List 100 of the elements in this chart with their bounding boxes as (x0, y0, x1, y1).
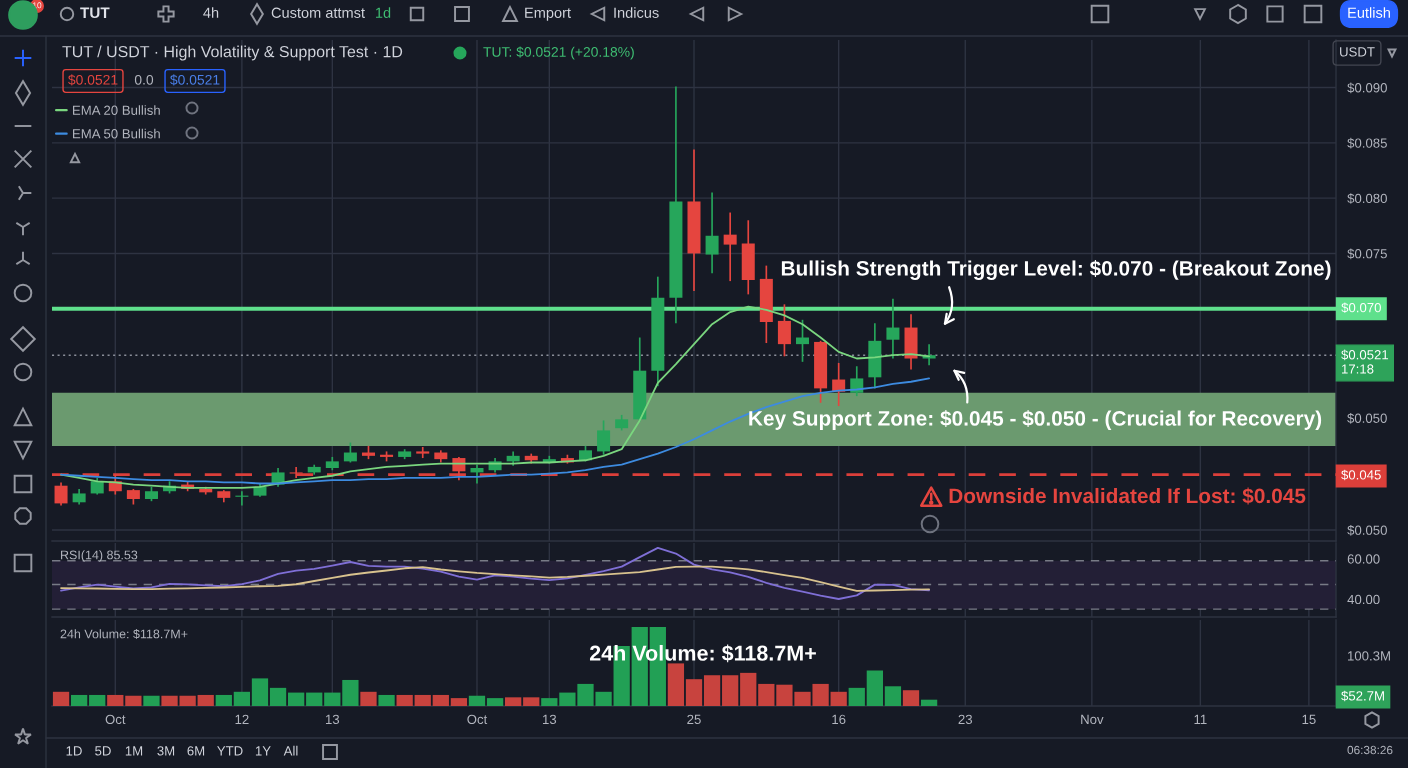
ref-line-label: $0.070 (1341, 302, 1381, 314)
y-tick-label: 60.00 (1347, 554, 1380, 564)
chart-title: 24h Volume: $118.7M+ (60, 628, 188, 640)
annotation: $0.0521 (68, 74, 118, 86)
x-tick-label: 15 (1302, 714, 1316, 725)
bar (505, 697, 522, 706)
x-tick-label: 16 (832, 714, 846, 725)
candlestick (796, 318, 810, 363)
candlestick (343, 441, 357, 464)
bar (541, 698, 558, 706)
bar (450, 698, 468, 706)
annotation: 0.0 (134, 74, 154, 85)
candlestick (54, 481, 68, 507)
x-tick-label: Nov (1081, 714, 1104, 725)
x-tick-label: 13 (325, 714, 340, 725)
text: 06:38:26 (1347, 745, 1393, 755)
text: $52.7M (1341, 690, 1384, 702)
chart-title: TUT / USDT · High Volatility & Support Test · 1D (62, 45, 403, 61)
line-series (60, 377, 931, 485)
bar (523, 697, 540, 706)
text: Emport (525, 7, 571, 21)
text: 1D (66, 746, 82, 756)
text: YTD (217, 746, 243, 756)
bar (902, 690, 920, 706)
y-tick-label: 40.00 (1347, 594, 1380, 605)
bar (703, 675, 721, 706)
text: All (283, 745, 298, 756)
x-tick-label: Oct (467, 714, 488, 725)
bar (396, 694, 413, 706)
bar (89, 694, 106, 706)
bar (197, 694, 214, 706)
x-tick-label: Oct (105, 714, 126, 725)
bar (884, 686, 902, 706)
bar (866, 670, 883, 706)
y-tick-label: $0.090 (1347, 82, 1387, 94)
text: USDT (1340, 47, 1375, 57)
bar (378, 694, 395, 706)
bar (269, 687, 287, 706)
bar (70, 694, 88, 706)
bar (432, 694, 449, 706)
candlestick (235, 490, 249, 507)
candlestick (777, 303, 791, 358)
bar (324, 692, 341, 706)
bar (288, 692, 305, 706)
x-tick-label: 23 (958, 714, 973, 725)
bar (360, 691, 377, 706)
annotation: $0.0521 (170, 74, 220, 86)
bar (830, 691, 847, 706)
bar (920, 699, 938, 706)
text: 5D (95, 746, 111, 756)
bar (486, 698, 504, 706)
bar (740, 672, 757, 706)
candlestick (886, 297, 900, 360)
candlestick (850, 365, 864, 397)
y-tick-label: $0.075 (1347, 248, 1387, 260)
text: 100.3M (1348, 651, 1390, 661)
bar (306, 692, 323, 706)
line-series (60, 565, 931, 592)
bar (52, 691, 70, 706)
bar (125, 695, 142, 706)
annotation: Bullish Strength Trigger Level: $0.070 - (Breakout Zone) (781, 260, 1331, 280)
text: 6M (187, 746, 205, 756)
legend-label: EMA 20 Bullish (73, 105, 160, 115)
bar (107, 694, 124, 706)
text: Eutlish (1348, 7, 1390, 18)
chart-subtitle: TUT: $0.0521 (+20.18%) (483, 46, 634, 60)
text: Custom attmst (271, 7, 365, 18)
bar (143, 695, 160, 706)
x-tick-label: 25 (687, 714, 701, 725)
bar (685, 679, 703, 706)
candlestick (705, 191, 719, 275)
text: Indicus (614, 7, 659, 18)
text: RSI(14) 85.53 (61, 550, 138, 562)
bar (758, 683, 775, 706)
annotation: Downside Invalidated If Lost: $0.045 (949, 487, 1306, 505)
text: 4h (203, 7, 219, 18)
candlestick (470, 463, 484, 485)
x-tick-label: 12 (235, 714, 249, 724)
text: $0.045 (1341, 469, 1381, 481)
text: TUT (80, 7, 110, 19)
line-series (60, 546, 931, 600)
bar (414, 694, 431, 706)
x-tick-label: 13 (542, 714, 557, 725)
bar (251, 678, 269, 706)
annotation: Key Support Zone: $0.045 - $0.050 - (Crucial for Recovery) (749, 410, 1322, 430)
y-tick-label: $0.080 (1347, 193, 1387, 204)
y-tick-label: $0.085 (1347, 137, 1387, 149)
text: 1M (125, 746, 143, 756)
bar (468, 695, 486, 706)
text: 1Y (255, 746, 271, 756)
bar (848, 687, 865, 706)
legend-label: EMA 50 Bullish (73, 128, 160, 139)
bar (722, 675, 739, 706)
text: 3M (157, 746, 175, 756)
text: 1d (376, 7, 391, 18)
bar (233, 691, 251, 706)
bar (215, 694, 232, 706)
bar (342, 679, 359, 706)
text: $0.0521 17:18 (1341, 349, 1389, 374)
bar (667, 663, 685, 706)
